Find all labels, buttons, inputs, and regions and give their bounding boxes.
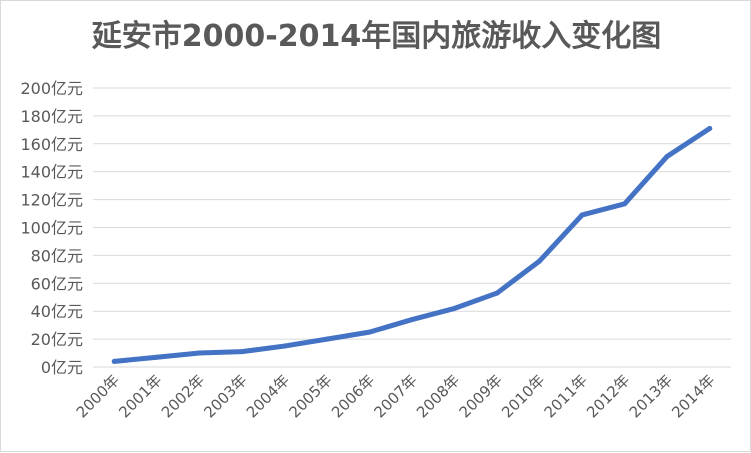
x-tick-label: 2006年	[328, 371, 378, 421]
x-tick-label: 2012年	[583, 371, 633, 421]
x-tick-label: 2014年	[668, 371, 718, 421]
data-point	[494, 290, 500, 296]
chart-title: 延安市2000-2014年国内旅游收入变化图	[91, 19, 662, 54]
data-point	[281, 343, 287, 349]
data-point	[111, 358, 117, 364]
x-tick-label: 2002年	[158, 371, 208, 421]
y-tick-label: 160亿元	[20, 135, 83, 154]
data-point	[409, 317, 415, 323]
data-point	[707, 125, 713, 131]
x-tick-label: 2003年	[200, 371, 250, 421]
data-points	[111, 125, 713, 364]
y-tick-label: 80亿元	[31, 246, 83, 265]
x-tick-label: 2007年	[370, 371, 420, 421]
x-tick-label: 2004年	[243, 371, 293, 421]
x-tick-label: 2013年	[626, 371, 676, 421]
y-axis-labels: 0亿元 20亿元 40亿元 60亿元 80亿元 100亿元 120亿元 140亿元 160亿元 1…	[20, 79, 83, 377]
x-tick-label: 2005年	[285, 371, 335, 421]
data-point	[664, 153, 670, 159]
data-point	[579, 212, 585, 218]
y-tick-label: 180亿元	[20, 107, 83, 126]
y-tick-label: 40亿元	[31, 302, 83, 321]
series-line	[111, 125, 713, 364]
data-point	[196, 350, 202, 356]
x-tick-label: 2008年	[413, 371, 463, 421]
y-tick-label: 0亿元	[41, 358, 83, 377]
data-point	[622, 201, 628, 207]
data-point	[366, 329, 372, 335]
data-point	[154, 354, 160, 360]
x-tick-label: 2011年	[541, 371, 591, 421]
x-tick-label: 2000年	[73, 371, 123, 421]
x-axis-labels: 2000年2001年2002年2003年2004年2005年2006年2007年…	[73, 371, 719, 421]
y-tick-label: 200亿元	[20, 79, 83, 98]
data-point	[239, 349, 245, 355]
gridlines	[93, 87, 731, 368]
x-tick-label: 2001年	[115, 371, 165, 421]
data-point	[537, 258, 543, 264]
y-tick-label: 140亿元	[20, 163, 83, 182]
y-tick-label: 100亿元	[20, 219, 83, 238]
y-tick-label: 120亿元	[20, 191, 83, 210]
data-point	[324, 336, 330, 342]
y-tick-label: 20亿元	[31, 330, 83, 349]
x-tick-label: 2010年	[498, 371, 548, 421]
data-point	[452, 305, 458, 311]
x-tick-label: 2009年	[456, 371, 506, 421]
y-tick-label: 60亿元	[31, 274, 83, 293]
